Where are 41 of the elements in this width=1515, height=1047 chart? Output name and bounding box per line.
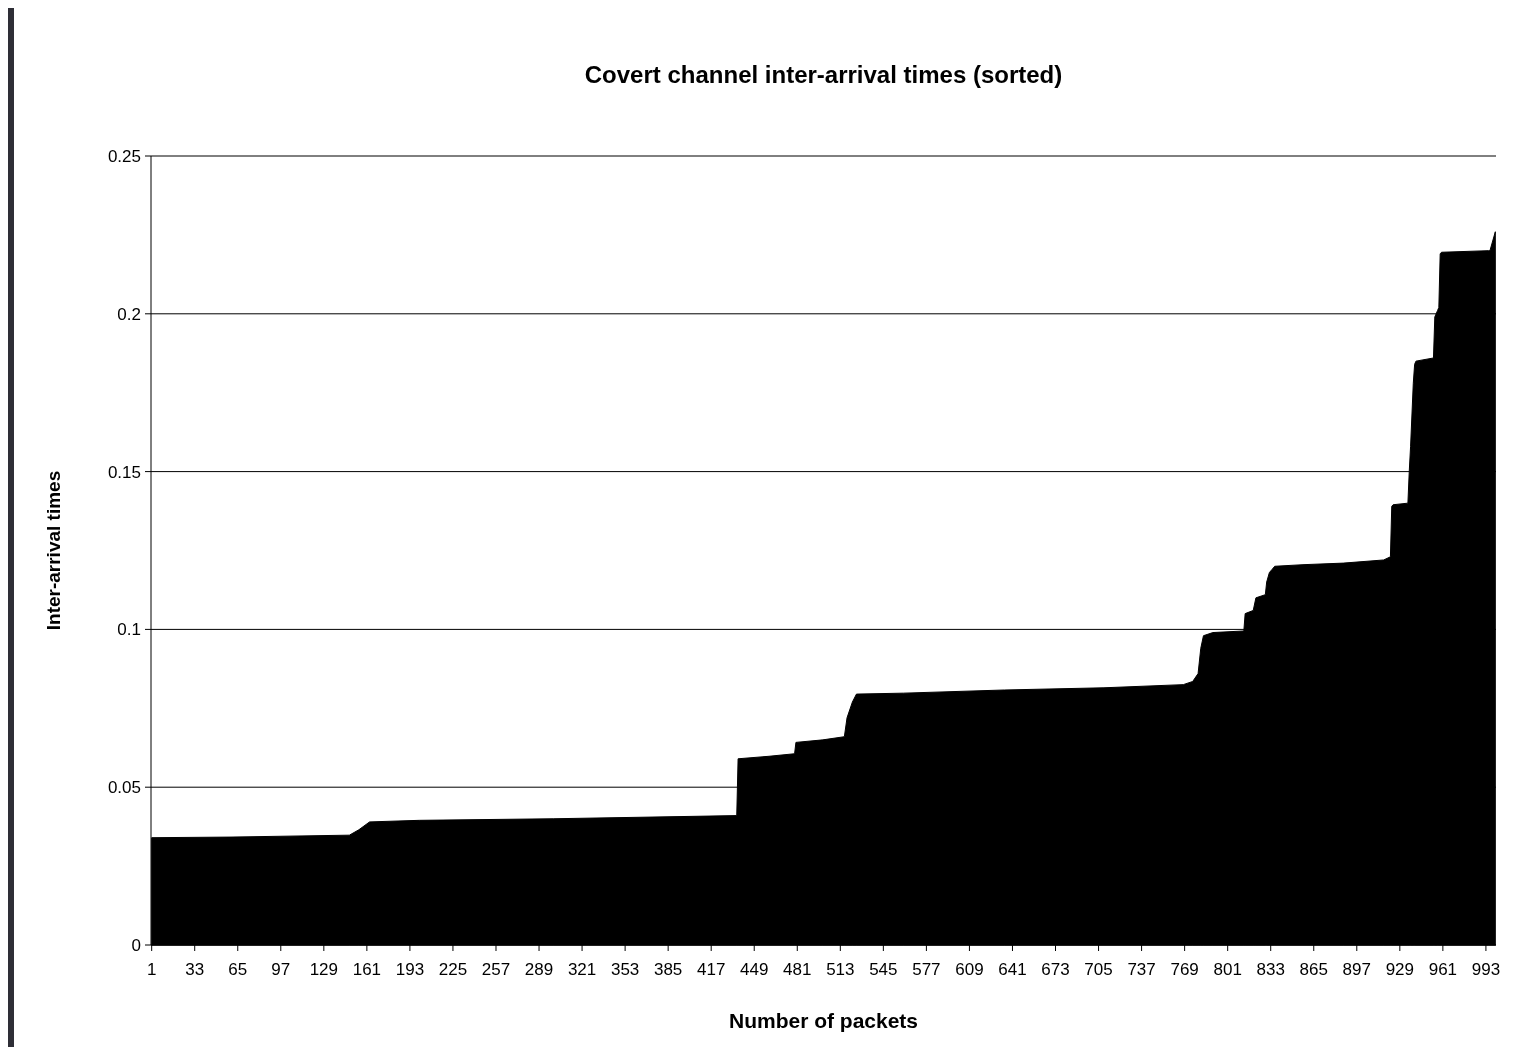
y-tick-label: 0.05 (107, 778, 141, 798)
x-tick-label: 449 (740, 960, 769, 979)
chart-title: Covert channel inter-arrival times (sorted) (584, 61, 1063, 88)
x-tick-label: 705 (1084, 960, 1113, 979)
y-tick-label: 0.2 (117, 304, 141, 324)
x-tick-label: 161 (352, 960, 382, 979)
x-tick-label: 545 (869, 960, 898, 979)
x-tick-label: 129 (309, 960, 339, 979)
x-tick-label: 225 (438, 960, 468, 979)
x-tick-label: 961 (1428, 960, 1458, 979)
x-tick-label: 865 (1299, 960, 1328, 979)
x-tick-label: 897 (1342, 960, 1371, 979)
x-tick-label: 609 (955, 960, 984, 979)
x-tick-label: 481 (783, 960, 812, 979)
x-tick-label: 353 (610, 960, 640, 979)
x-tick-label: 385 (653, 960, 683, 979)
x-tick-label: 929 (1385, 960, 1415, 979)
x-tick-label: 289 (524, 960, 554, 979)
y-axis-title: Inter-arrival times (43, 470, 64, 631)
x-tick-label: 673 (1041, 960, 1070, 979)
y-tick-label: 0.25 (107, 146, 141, 166)
x-tick-label: 577 (912, 960, 941, 979)
x-tick-label: 417 (697, 960, 726, 979)
x-tick-label: 993 (1471, 960, 1501, 979)
x-tick-label: 257 (481, 960, 511, 979)
x-tick-label: 769 (1170, 960, 1199, 979)
y-tick-label: 0.1 (117, 620, 141, 640)
x-tick-label: 33 (185, 960, 205, 979)
x-tick-label: 513 (826, 960, 855, 979)
x-tick-label: 65 (228, 960, 248, 979)
x-tick-label: 801 (1213, 960, 1242, 979)
y-tick-label: 0 (131, 935, 141, 955)
x-tick-label: 641 (998, 960, 1027, 979)
y-tick-label: 0.15 (107, 462, 141, 482)
x-tick-label: 1 (146, 960, 157, 979)
x-tick-label: 737 (1127, 960, 1156, 979)
x-tick-label: 833 (1256, 960, 1285, 979)
x-tick-label: 97 (271, 960, 291, 979)
x-tick-label: 321 (567, 960, 597, 979)
x-tick-label: 193 (395, 960, 425, 979)
x-axis-title: Number of packets (728, 1009, 919, 1032)
